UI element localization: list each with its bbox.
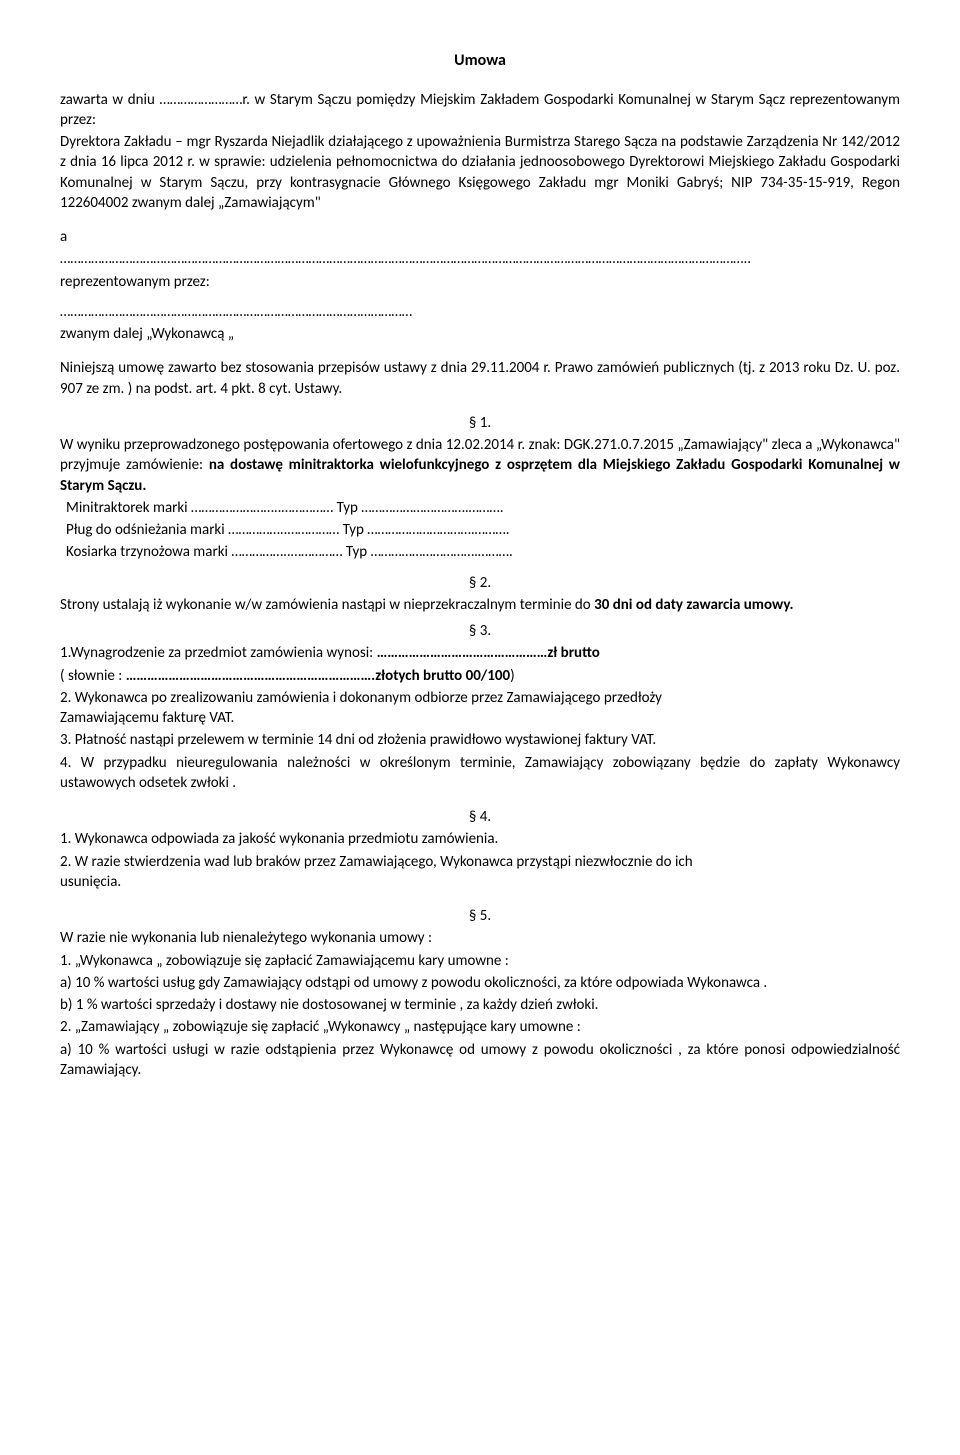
item-plug: Pług do odśnieżania marki ……………..…………… T… xyxy=(66,520,900,540)
counterparty-blank-line: …………………………………………………………………………………………………………… xyxy=(60,249,900,269)
section-2-body-bold: 30 dni od daty zawarcia umowy. xyxy=(594,596,793,614)
section-1-head: § 1. xyxy=(60,413,900,433)
section-5-head: § 5. xyxy=(60,906,900,926)
section-3-item-1: 1.Wynagrodzenie za przedmiot zamówienia … xyxy=(60,643,900,663)
section-3-item-1-bold: …………………………………………zł brutto xyxy=(377,644,600,662)
item-minitraktorek: Minitraktorek marki ……………………..…………… Typ … xyxy=(66,498,900,518)
section-5-item-2a: a) 10 % wartości usługi w razie odstąpie… xyxy=(60,1040,900,1081)
preamble-2: Dyrektora Zakładu – mgr Ryszarda Niejadl… xyxy=(60,132,900,213)
section-5-intro: W razie nie wykonania lub nienależytego … xyxy=(60,928,900,948)
a-separator: a xyxy=(60,227,900,247)
section-3-head: § 3. xyxy=(60,621,900,641)
section-2-body: Strony ustalają iż wykonanie w/w zamówie… xyxy=(60,595,900,615)
section-3-item-3: 3. Płatność nastąpi przelewem w terminie… xyxy=(60,730,900,750)
section-2-head: § 2. xyxy=(60,573,900,593)
section-3-item-1-plain: 1.Wynagrodzenie za przedmiot zamówienia … xyxy=(60,644,377,662)
section-4-head: § 4. xyxy=(60,807,900,827)
section-5-item-1a: a) 10 % wartości usług gdy Zamawiający o… xyxy=(60,973,900,993)
section-3-slownie-a: ( słownie : xyxy=(60,667,126,685)
representative-blank-line: ………………………………………………………………………………………… xyxy=(60,302,900,322)
section-5-item-2: 2. „Zamawiający „ zobowiązuje się zapłac… xyxy=(60,1017,900,1037)
section-3-slownie-c: ) xyxy=(510,667,515,685)
section-4-item-1: 1. Wykonawca odpowiada za jakość wykonan… xyxy=(60,829,900,849)
preamble-1: zawarta w dniu ……………………r. w Starym Sączu… xyxy=(60,90,900,131)
section-3-item-2: 2. Wykonawca po zrealizowaniu zamówienia… xyxy=(60,688,900,729)
section-5-item-1: 1. „Wykonawca „ zobowiązuje się zapłacić… xyxy=(60,951,900,971)
section-3-slownie: ( słownie : …………………………………………………………….złot… xyxy=(60,666,900,686)
represented-by-label: reprezentowanym przez: xyxy=(60,272,900,292)
section-1-body: W wyniku przeprowadzonego postępowania o… xyxy=(60,435,900,496)
document-title: Umowa xyxy=(60,50,900,72)
section-2-body-plain: Strony ustalają iż wykonanie w/w zamówie… xyxy=(60,596,594,614)
document-page: Umowa zawarta w dniu ……………………r. w Starym… xyxy=(0,0,960,1455)
section-3-item-4: 4. W przypadku nieuregulowania należnośc… xyxy=(60,753,900,794)
item-kosiarka: Kosiarka trzynożowa marki ……………..…………… T… xyxy=(66,542,900,562)
section-5-item-1b: b) 1 % wartości sprzedaży i dostawy nie … xyxy=(60,995,900,1015)
legal-basis: Niniejszą umowę zawarto bez stosowania p… xyxy=(60,358,900,399)
section-4-item-2: 2. W razie stwierdzenia wad lub braków p… xyxy=(60,852,900,893)
called-wykonawca: zwanym dalej „Wykonawcą „ xyxy=(60,324,900,344)
section-3-slownie-b: …………………………………………………………….złotych brutto 0… xyxy=(126,667,510,685)
